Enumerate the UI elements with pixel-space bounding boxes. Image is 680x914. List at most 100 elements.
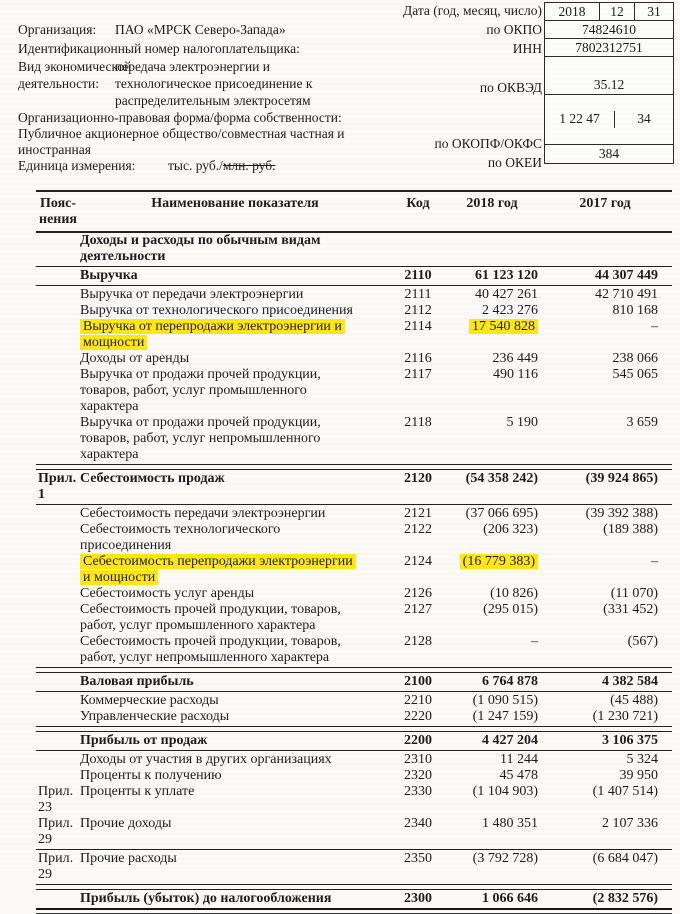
- table-row: Выручка от технологического присоединени…: [36, 303, 672, 319]
- cell-y2018: (3 792 728): [472, 851, 538, 866]
- table-header-row: Пояс- нения Наименование показателя Код …: [36, 190, 672, 233]
- cell-expl: [36, 733, 80, 749]
- cell-y2017: –: [651, 554, 658, 569]
- table-row: Выручка от перепродажи электроэнергии и …: [36, 319, 672, 351]
- cell-y2018: –: [531, 634, 538, 649]
- table-rule: [36, 908, 672, 914]
- cell-expl: [36, 367, 80, 415]
- cell-code: 2117: [404, 367, 432, 382]
- table-row: Коммерческие расходы 2210 (1 090 515) (45 4…: [36, 693, 672, 709]
- cell-expl: [36, 522, 80, 554]
- okfs-value-cell: 34: [637, 111, 651, 126]
- cell-name: Прочие доходы: [80, 816, 172, 831]
- cell-y2018: (1 090 515): [472, 693, 538, 708]
- cell-name: Выручка от технологического присоединени…: [80, 303, 353, 318]
- header-code: Код: [406, 196, 430, 211]
- cell-name: Прибыль (убыток) до налогообложения: [80, 891, 332, 906]
- activity-value-line3: распределительным электросетям: [115, 93, 311, 108]
- cell-name: Доходы от участия в других организациях: [80, 752, 332, 767]
- cell-code: 2110: [404, 268, 432, 283]
- cell-y2018: 490 116: [493, 367, 538, 382]
- table-rule: [36, 266, 672, 267]
- cell-code: 2127: [404, 602, 432, 617]
- cell-expl: [36, 268, 80, 284]
- table-rule: [36, 285, 672, 286]
- date-day-cell: 31: [647, 3, 661, 19]
- table-row: Выручка от продажи прочей продукции, тов…: [36, 367, 672, 415]
- okved-value-cell: 35.12: [545, 57, 673, 95]
- cell-expl: [36, 752, 80, 768]
- cell-code: 2200: [404, 733, 432, 748]
- cell-y2018: [446, 233, 538, 265]
- table-row: Прил. 29 Прочие доходы 2340 1 480 351 2 107 …: [36, 816, 672, 848]
- cell-y2018: (206 323): [483, 522, 538, 537]
- cell-y2017: (45 488): [610, 693, 658, 708]
- unit-value-main: тыс. руб./: [168, 158, 223, 173]
- table-rule: [36, 464, 672, 470]
- table-row: Валовая прибыль 2100 6 764 878 4 382 584: [36, 674, 672, 690]
- cell-name: Себестоимость продаж: [80, 471, 225, 486]
- cell-name: Выручка от передачи электроэнергии: [80, 287, 304, 302]
- cell-y2017: –: [651, 319, 658, 334]
- cell-y2018: 6 764 878: [482, 674, 538, 689]
- table-row: Доходы от аренды 2116 236 449 238 066: [36, 351, 672, 367]
- cell-expl: [36, 586, 80, 602]
- cell-y2017: (2 832 576): [592, 891, 658, 906]
- cell-y2017: (1 407 514): [592, 784, 658, 799]
- table-body: Доходы и расходы по обычным видам деятел…: [36, 233, 672, 914]
- date-box: 2018 12 31: [545, 3, 673, 21]
- cell-name: Управленческие расходы: [80, 709, 230, 724]
- cell-code: 2300: [404, 891, 432, 906]
- cell-y2017: [538, 233, 672, 265]
- table-row: Прил. 1 Себестоимость продаж 2120 (54 358 2…: [36, 471, 672, 503]
- cell-name: Выручка от продажи прочей продукции, тов…: [80, 367, 321, 414]
- cell-code: 2320: [404, 768, 432, 783]
- opf-caption-line2: Публичное акционерное общество/совместна…: [18, 126, 345, 141]
- cell-name: Прочие расходы: [80, 851, 177, 866]
- financial-table: Пояс- нения Наименование показателя Код …: [36, 190, 672, 914]
- cell-code: 2120: [404, 471, 432, 486]
- cell-code: 2330: [404, 784, 432, 799]
- cell-y2017: 39 950: [619, 768, 659, 783]
- cell-y2017: (39 924 865): [585, 471, 658, 486]
- date-month-cell: 12: [600, 3, 635, 20]
- table-row: Доходы от участия в других организациях 2…: [36, 752, 672, 768]
- highlight-mark: 17 540 828: [469, 319, 538, 334]
- cell-y2017: (11 070): [610, 586, 658, 601]
- cell-name: Себестоимость перепродажи электроэнергии…: [80, 554, 390, 586]
- cell-y2018: 11 244: [500, 752, 538, 767]
- header-name: Наименование показателя: [151, 196, 319, 211]
- cell-y2018: (1 104 903): [472, 784, 538, 799]
- cell-expl: [36, 233, 80, 265]
- table-rule: [36, 504, 672, 505]
- okved-label: по ОКВЭД: [479, 80, 542, 95]
- okopf-value-cell: 1 22 47: [545, 111, 615, 128]
- cell-code: 2128: [404, 634, 432, 649]
- cell-code: 2126: [404, 586, 432, 601]
- cell-expl: [36, 709, 80, 725]
- cell-code: 2116: [404, 351, 432, 366]
- cell-y2017: (1 230 721): [592, 709, 658, 724]
- table-rule: [36, 849, 672, 850]
- okpo-label: по ОКПО: [486, 22, 542, 37]
- cell-y2017: 42 710 491: [595, 287, 658, 302]
- table-row: Себестоимость передачи электроэнергии 212…: [36, 506, 672, 522]
- cell-expl: [36, 674, 80, 690]
- table-rule: [36, 750, 672, 751]
- cell-expl: Прил. 29: [38, 851, 74, 882]
- cell-name: Себестоимость услуг аренды: [80, 586, 255, 601]
- cell-y2018: 1 066 646: [482, 891, 538, 906]
- cell-y2018: 2 423 276: [482, 303, 538, 318]
- cell-name: Коммерческие расходы: [80, 693, 219, 708]
- date-year-cell: 2018: [545, 3, 600, 20]
- cell-y2018: (10 826): [490, 586, 538, 601]
- opf-caption-line3: иностранная: [18, 142, 91, 157]
- okpo-value-cell: 74824610: [545, 21, 673, 39]
- cell-name: Валовая прибыль: [80, 674, 194, 689]
- table-rule: [36, 726, 672, 732]
- code-boxes: 2018 12 31 74824610 7802312751 35.12 1 2…: [544, 2, 674, 164]
- cell-code: 2114: [404, 319, 432, 334]
- cell-expl: [36, 693, 80, 709]
- cell-code: 2220: [404, 709, 432, 724]
- cell-name: Себестоимость технологического присоедин…: [80, 522, 281, 553]
